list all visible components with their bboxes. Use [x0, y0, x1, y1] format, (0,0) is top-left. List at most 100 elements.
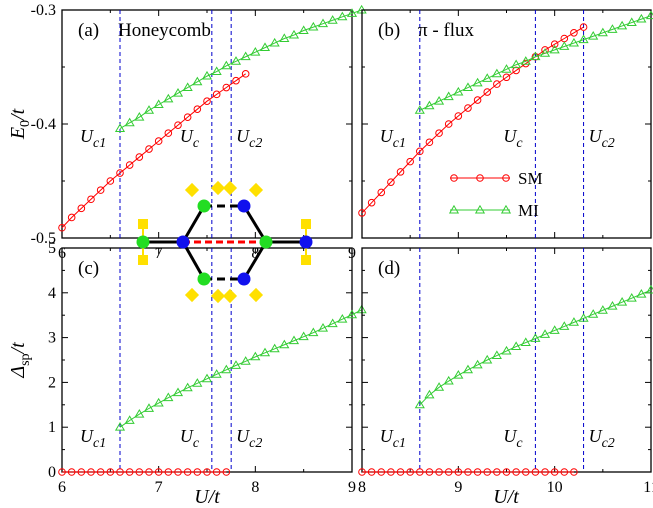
data-point-mi [453, 86, 464, 96]
data-point-sm [145, 468, 153, 476]
legend-label: MI [518, 201, 539, 220]
lattice-site [136, 235, 150, 249]
y-tick-label: 3 [48, 330, 56, 347]
data-point-sm [464, 468, 472, 476]
data-point-sm [454, 468, 463, 476]
data-point-sm [396, 168, 405, 176]
legend: SM MI [448, 169, 543, 220]
data-point-sm [512, 468, 520, 476]
data-point-sm [502, 468, 511, 476]
data-point-sm [435, 468, 443, 476]
data-point-mi [588, 309, 599, 318]
series-line-sm [61, 73, 246, 229]
data-point-mi [327, 15, 338, 24]
data-point-mi [645, 284, 653, 294]
data-point-sm [154, 137, 163, 145]
data-point-mi [114, 123, 126, 132]
y-tick-label: 0 [48, 464, 56, 481]
panel-title: π - flux [418, 20, 475, 41]
data-point-mi [559, 321, 570, 330]
data-point-mi [182, 382, 193, 392]
lattice-square [301, 255, 311, 265]
x-tick-label: 7 [155, 479, 163, 496]
y-tick-label: 1 [48, 419, 56, 436]
data-point-mi [221, 364, 232, 374]
data-point-mi [172, 88, 184, 97]
critical-label: Uc1 [380, 426, 406, 451]
data-point-mi [578, 313, 589, 322]
data-point-mi [626, 17, 637, 26]
lattice-diamond [222, 288, 238, 304]
data-point-mi [482, 73, 493, 82]
lattice-bond [181, 205, 206, 243]
y-tick-label: 2 [48, 374, 56, 391]
y-tick-label: -0.5 [31, 230, 56, 247]
data-point-sm [444, 468, 453, 476]
legend-label: SM [518, 169, 543, 188]
lattice-diamond [222, 180, 238, 196]
lattice-site [176, 235, 190, 249]
data-point-mi [192, 76, 203, 86]
lattice-site [237, 199, 251, 213]
y-tick-label: -0.4 [31, 116, 56, 133]
data-point-mi [172, 387, 184, 397]
data-point-mi [230, 360, 242, 369]
critical-label: Uc2 [589, 126, 615, 151]
data-point-sm [435, 129, 443, 137]
lattice-diamond [184, 182, 200, 198]
data-point-sm [541, 468, 549, 476]
series-line-mi [419, 289, 652, 406]
x-tick-label: 8 [251, 479, 259, 496]
data-point-mi [240, 356, 251, 365]
data-point-sm [473, 468, 482, 476]
lattice-square [138, 255, 148, 265]
data-point-sm [377, 468, 386, 476]
data-point-sm [58, 468, 66, 476]
data-point-sm [521, 468, 530, 476]
y-axis-title-gap: Δsp/t [7, 342, 33, 379]
data-point-sm [96, 468, 105, 476]
panel-label: (d) [378, 258, 400, 279]
data-point-sm [550, 40, 559, 49]
data-point-mi [482, 354, 493, 364]
panel-frame [361, 9, 652, 239]
data-point-sm [387, 468, 395, 476]
data-point-mi [346, 8, 358, 17]
data-point-mi [124, 415, 135, 424]
data-point-sm [550, 468, 559, 476]
data-point-sm [106, 177, 115, 185]
data-point-sm [125, 161, 134, 169]
data-point-mi [530, 333, 541, 342]
x-axis-title: U/t [194, 486, 220, 508]
data-point-mi [201, 70, 213, 80]
y-axis-title-energy: E0/t [7, 108, 33, 140]
data-point-mi [424, 389, 435, 399]
series-line-mi [419, 15, 652, 111]
data-point-mi [568, 317, 580, 326]
x-tick-label: 6 [58, 479, 66, 496]
data-point-mi [211, 66, 222, 75]
data-point-sm [560, 468, 569, 476]
data-point-mi [308, 327, 319, 337]
lattice-site [197, 272, 211, 286]
data-point-mi [211, 369, 222, 378]
critical-label: Uc2 [236, 126, 262, 151]
lattice-site [299, 235, 313, 249]
data-point-mi [259, 347, 271, 357]
data-point-sm [406, 157, 414, 166]
data-point-mi [588, 31, 599, 40]
data-point-sm [116, 169, 124, 177]
data-point-mi [559, 41, 570, 50]
y-tick-label: 4 [48, 285, 56, 302]
data-point-sm [125, 468, 134, 476]
data-point-mi [462, 364, 474, 374]
data-point-sm [203, 97, 211, 105]
data-point-mi [626, 292, 637, 302]
data-point-mi [549, 325, 560, 334]
panel-title: Honeycomb [118, 20, 211, 41]
data-point-sm [183, 113, 192, 121]
data-point-sm [241, 70, 250, 78]
lattice-square [301, 219, 311, 229]
data-point-mi [607, 301, 618, 310]
